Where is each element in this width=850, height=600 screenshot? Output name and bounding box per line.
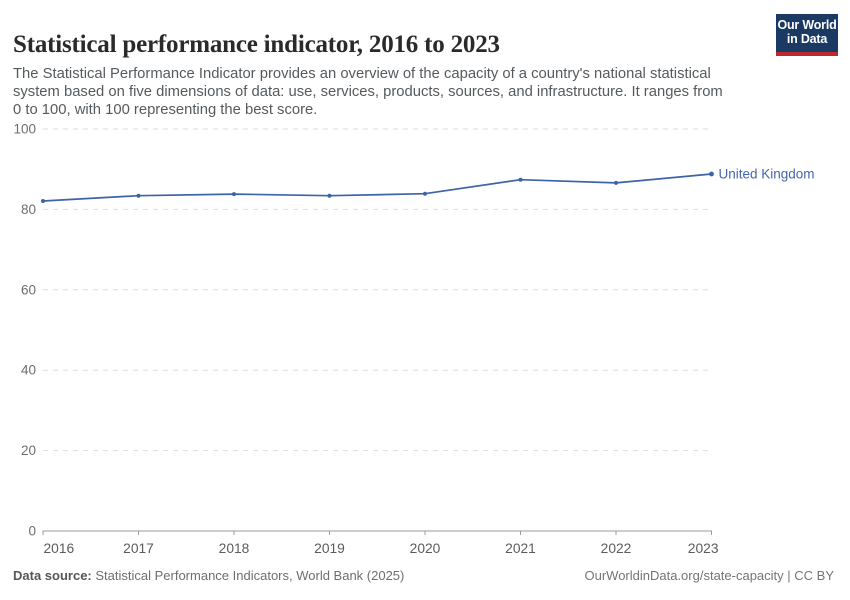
- data-point: [136, 193, 141, 198]
- x-axis-tick-label: 2017: [123, 541, 154, 556]
- data-point: [518, 177, 523, 182]
- data-point: [709, 171, 714, 177]
- chart-footer: Data source: Statistical Performance Ind…: [13, 568, 834, 583]
- x-axis-tick-label: 2023: [688, 541, 719, 556]
- y-axis-tick-label: 100: [13, 122, 36, 137]
- x-axis-tick-label: 2019: [314, 541, 345, 556]
- owid-logo-line1: Our World: [777, 18, 837, 32]
- owid-logo-line2: in Data: [786, 32, 828, 46]
- chart-subtitle: The Statistical Performance Indicator pr…: [13, 65, 723, 118]
- data-point: [41, 199, 45, 203]
- data-source-value: Statistical Performance Indicators, Worl…: [91, 568, 405, 583]
- y-axis-tick-label: 20: [21, 443, 36, 458]
- y-axis-tick-label: 40: [21, 363, 36, 378]
- attribution-link[interactable]: OurWorldinData.org/state-capacity | CC B…: [584, 568, 834, 583]
- y-axis-tick-label: 0: [28, 524, 36, 539]
- data-point: [614, 180, 618, 185]
- x-axis-tick-label: 2018: [219, 541, 250, 556]
- y-axis-tick-label: 80: [21, 202, 36, 217]
- data-source: Data source: Statistical Performance Ind…: [13, 568, 404, 583]
- x-axis-tick-label: 2020: [410, 541, 441, 556]
- owid-logo[interactable]: Our World in Data: [776, 14, 838, 56]
- x-axis-tick-label: 2022: [601, 541, 632, 556]
- x-axis-tick-label: 2016: [44, 541, 75, 556]
- data-point: [327, 193, 332, 198]
- x-axis-tick-label: 2021: [505, 541, 536, 556]
- y-axis-tick-label: 60: [21, 282, 36, 297]
- data-point: [232, 192, 236, 197]
- data-line: [42, 173, 713, 202]
- data-source-label: Data source:: [13, 568, 92, 583]
- series-label: United Kingdom: [719, 167, 815, 182]
- chart-title: Statistical performance indicator, 2016 …: [13, 30, 500, 58]
- data-point: [423, 191, 427, 196]
